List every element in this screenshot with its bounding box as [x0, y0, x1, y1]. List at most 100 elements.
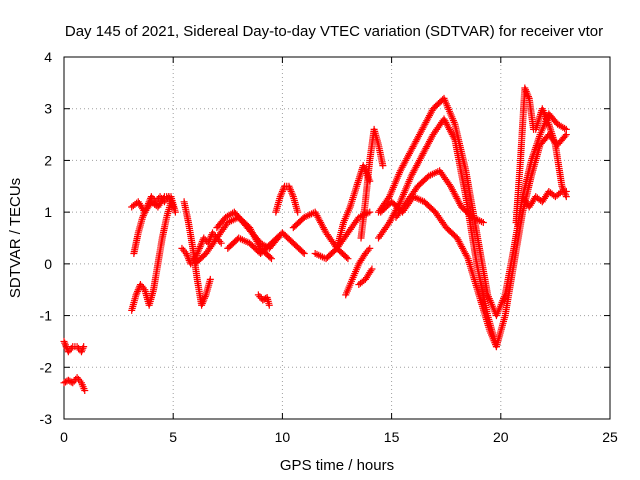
data-point — [61, 341, 69, 349]
data-point — [559, 186, 567, 194]
y-tick-label: 1 — [44, 204, 52, 220]
data-point — [79, 344, 87, 352]
series-arc-5 — [128, 193, 179, 216]
y-tick-label: 3 — [44, 101, 52, 117]
data-point — [183, 251, 191, 259]
x-tick-labels: 0 5 10 15 20 25 — [60, 429, 618, 445]
data-point — [561, 132, 569, 140]
data-point — [217, 239, 225, 247]
data-point — [198, 239, 206, 247]
data-point — [182, 250, 190, 258]
data-point — [81, 387, 89, 395]
data-point — [463, 253, 471, 261]
data-point — [77, 348, 85, 356]
series-arc-1 — [60, 337, 88, 356]
data-point — [67, 344, 75, 352]
data-point — [286, 186, 294, 194]
data-point — [559, 184, 567, 192]
data-point — [159, 194, 167, 202]
y-tick-label: 4 — [44, 49, 52, 65]
data-point — [560, 187, 568, 195]
data-point — [265, 301, 273, 309]
series-arc-10 — [224, 229, 308, 258]
data-point — [300, 250, 308, 258]
series-arc-17 — [357, 125, 387, 242]
data-point — [562, 191, 570, 199]
data-point — [198, 300, 206, 308]
data-point — [201, 293, 209, 301]
axis-ticks — [63, 56, 611, 420]
data-point — [561, 189, 569, 197]
y-tick-label: -1 — [40, 308, 53, 324]
data-point — [285, 182, 293, 190]
series-arc-7 — [180, 198, 214, 309]
data-series — [60, 84, 570, 395]
x-tick-label: 15 — [384, 429, 400, 445]
data-point — [343, 253, 351, 261]
data-point — [201, 294, 209, 302]
y-axis-label: SDTVAR / TECUs — [7, 178, 24, 298]
data-point — [524, 91, 532, 99]
series-arc-22 — [392, 167, 487, 226]
y-tick-label: -3 — [40, 411, 53, 427]
data-point — [62, 343, 70, 351]
data-point — [299, 248, 307, 256]
data-point — [132, 291, 140, 299]
x-tick-label: 20 — [493, 429, 509, 445]
data-point — [60, 337, 68, 345]
data-point — [523, 89, 531, 97]
data-point — [206, 234, 214, 242]
data-point — [368, 265, 376, 273]
x-tick-label: 0 — [60, 429, 68, 445]
series-arc-12 — [272, 182, 302, 216]
data-point — [266, 253, 274, 261]
data-point — [279, 186, 287, 194]
grid-lines — [64, 57, 610, 419]
data-point — [492, 343, 500, 351]
series-arc-23 — [512, 84, 538, 226]
data-point — [206, 236, 214, 244]
data-point — [287, 187, 295, 195]
data-point — [78, 346, 86, 354]
data-point — [171, 208, 179, 216]
data-point — [344, 255, 352, 263]
x-tick-label: 25 — [602, 429, 618, 445]
data-point — [294, 208, 302, 216]
data-point — [61, 339, 69, 347]
data-point — [522, 86, 530, 94]
data-point — [199, 298, 207, 306]
data-point — [286, 184, 294, 192]
series-arc-11 — [254, 291, 273, 309]
y-tick-label: -2 — [40, 359, 53, 375]
data-point — [276, 193, 284, 201]
data-point — [366, 244, 374, 252]
data-point — [289, 191, 297, 199]
x-tick-label: 5 — [169, 429, 177, 445]
data-point — [267, 255, 275, 263]
data-point — [139, 213, 147, 221]
data-point — [562, 193, 570, 201]
data-point — [133, 289, 141, 297]
data-point — [197, 241, 205, 249]
x-tick-label: 10 — [275, 429, 291, 445]
data-point — [367, 267, 375, 275]
data-point — [384, 194, 392, 202]
data-point — [196, 243, 204, 251]
data-point — [450, 134, 458, 142]
data-point — [76, 377, 84, 385]
data-point — [562, 131, 570, 139]
data-point — [524, 93, 532, 101]
series-arc-20 — [374, 115, 570, 351]
series-arc-24 — [519, 187, 570, 211]
data-point — [278, 189, 286, 197]
data-point — [278, 187, 286, 195]
plot-frame — [63, 56, 611, 420]
series-arc-25 — [532, 105, 570, 201]
data-point — [134, 287, 142, 295]
data-point — [522, 87, 530, 95]
y-tick-label: 2 — [44, 152, 52, 168]
series-arc-18 — [355, 265, 376, 289]
data-point — [198, 301, 206, 309]
